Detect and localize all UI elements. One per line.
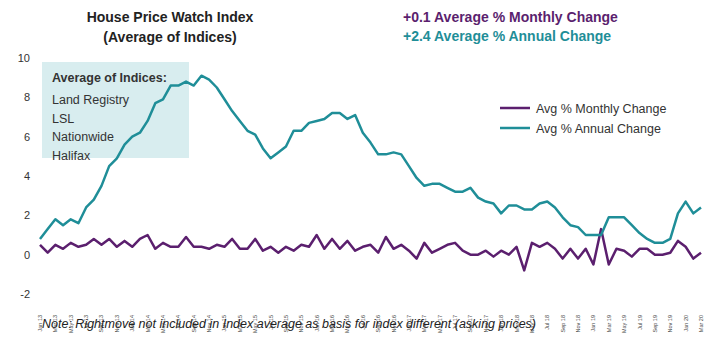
tick-mark	[36, 58, 39, 59]
y-tick-label: 6	[24, 131, 30, 143]
title: House Price Watch Index	[87, 9, 254, 25]
x-tick-label: Jan 20	[683, 315, 689, 332]
tick-mark	[36, 176, 39, 177]
x-tick-label: Jul 18	[544, 315, 550, 330]
tick-mark	[36, 254, 39, 255]
box-item: Halifax	[52, 149, 91, 163]
subtitle: (Average of Indices)	[103, 29, 236, 45]
y-tick-label: 0	[24, 249, 30, 261]
annotation: +0.1 Average % Monthly Change	[403, 9, 618, 25]
annotation: +2.4 Average % Annual Change	[403, 28, 611, 44]
chart: Average of Indices: Land Registry LSL Natio…	[0, 0, 721, 339]
x-tick-label: Jul 19	[637, 315, 643, 330]
legend-swatch	[500, 107, 530, 110]
x-tick-label: Sep 18	[560, 315, 566, 332]
y-tick-label: 10	[18, 52, 30, 64]
x-tick-label: May 19	[621, 315, 627, 333]
y-tick-label: 8	[24, 91, 30, 103]
x-tick-label: Mar 19	[606, 315, 612, 332]
plot-area	[40, 76, 701, 271]
x-tick-label: Jan 19	[590, 315, 596, 332]
tick-mark	[36, 97, 39, 98]
box-item: Land Registry	[52, 93, 130, 107]
box-item: LSL	[52, 112, 74, 126]
tick-mark	[36, 294, 39, 295]
legend-swatch	[500, 127, 530, 130]
series-line	[40, 76, 701, 243]
y-tick-label: 2	[24, 209, 30, 221]
tick-mark	[36, 136, 39, 137]
x-tick-label: Mar 20	[698, 315, 704, 332]
x-tick-label: Nov 19	[667, 315, 673, 332]
note: Note: Rightmove not included in Index av…	[42, 317, 536, 331]
legend-label: Avg % Monthly Change	[536, 102, 666, 116]
x-tick-label: Nov 18	[575, 315, 581, 332]
x-tick-label: Sep 19	[652, 315, 658, 332]
y-tick-label: 4	[24, 170, 30, 182]
annotation-box	[42, 62, 189, 158]
legend-label: Avg % Annual Change	[536, 122, 661, 136]
box-item: Nationwide	[52, 130, 114, 144]
box-title: Average of Indices:	[52, 71, 167, 85]
tick-mark	[36, 215, 39, 216]
y-tick-label: -2	[20, 288, 30, 300]
